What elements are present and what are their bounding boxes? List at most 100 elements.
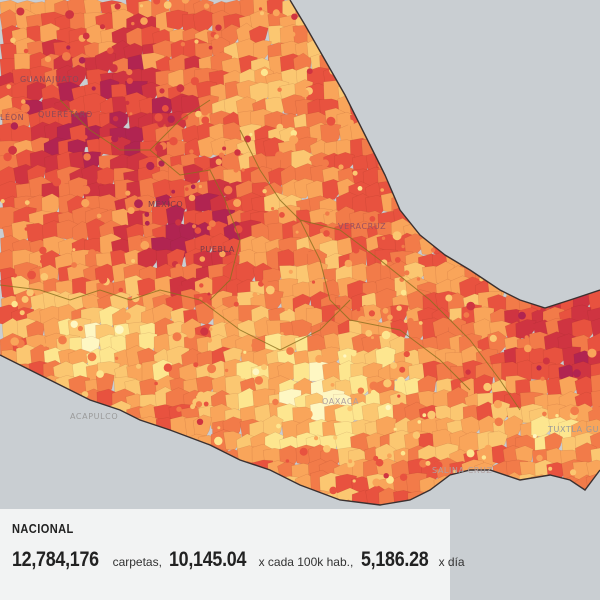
municipality-polygon[interactable] [351, 0, 372, 24]
municipality-polygon[interactable] [576, 99, 585, 107]
municipality-polygon[interactable] [461, 234, 484, 260]
municipality-polygon[interactable] [517, 79, 536, 101]
municipality-polygon[interactable] [207, 292, 211, 296]
municipality-polygon[interactable] [207, 364, 217, 374]
municipality-polygon[interactable] [389, 28, 412, 51]
municipality-polygon[interactable] [573, 487, 594, 511]
municipality-polygon[interactable] [570, 469, 577, 476]
municipality-polygon[interactable] [505, 232, 510, 237]
municipality-polygon[interactable] [550, 259, 555, 265]
municipality-polygon[interactable] [52, 177, 62, 187]
municipality-polygon[interactable] [501, 25, 521, 48]
municipality-polygon[interactable] [200, 327, 209, 336]
municipality-polygon[interactable] [176, 477, 185, 486]
municipality-polygon[interactable] [504, 515, 528, 536]
municipality-polygon[interactable] [404, 68, 428, 92]
municipality-polygon[interactable] [488, 0, 511, 23]
municipality-polygon[interactable] [177, 347, 181, 352]
municipality-polygon[interactable] [532, 54, 536, 58]
municipality-polygon[interactable] [420, 70, 441, 93]
municipality-polygon[interactable] [377, 111, 401, 133]
municipality-polygon[interactable] [524, 214, 534, 223]
municipality-polygon[interactable] [441, 28, 446, 32]
municipality-polygon[interactable] [376, 113, 384, 122]
municipality-polygon[interactable] [168, 473, 193, 493]
municipality-polygon[interactable] [559, 45, 566, 52]
municipality-polygon[interactable] [73, 453, 79, 460]
municipality-polygon[interactable] [109, 64, 118, 73]
municipality-polygon[interactable] [589, 182, 600, 204]
municipality-polygon[interactable] [504, 179, 525, 204]
municipality-polygon[interactable] [557, 23, 579, 49]
municipality-polygon[interactable] [449, 99, 455, 105]
municipality-polygon[interactable] [364, 26, 385, 52]
municipality-polygon[interactable] [571, 112, 593, 133]
municipality-polygon[interactable] [503, 171, 506, 175]
municipality-polygon[interactable] [461, 135, 481, 157]
municipality-polygon[interactable] [489, 182, 493, 187]
municipality-polygon[interactable] [460, 124, 482, 148]
municipality-polygon[interactable] [366, 20, 372, 26]
municipality-polygon[interactable] [548, 204, 570, 232]
municipality-polygon[interactable] [215, 158, 222, 165]
municipality-polygon[interactable] [525, 267, 533, 276]
municipality-polygon[interactable] [139, 483, 144, 487]
municipalities-layer[interactable] [0, 0, 600, 544]
municipality-polygon[interactable] [126, 77, 133, 84]
municipality-polygon[interactable] [377, 91, 382, 96]
municipality-polygon[interactable] [370, 389, 377, 396]
municipality-polygon[interactable] [431, 487, 451, 511]
municipality-polygon[interactable] [423, 395, 429, 401]
municipality-polygon[interactable] [175, 263, 181, 269]
municipality-polygon[interactable] [446, 320, 454, 328]
municipality-polygon[interactable] [214, 34, 219, 39]
municipality-polygon[interactable] [252, 368, 260, 376]
municipality-polygon[interactable] [404, 135, 428, 158]
municipality-polygon[interactable] [19, 310, 25, 316]
municipality-polygon[interactable] [427, 147, 432, 152]
municipality-polygon[interactable] [449, 110, 473, 131]
municipality-polygon[interactable] [560, 223, 582, 248]
municipality-polygon[interactable] [474, 238, 498, 263]
municipality-polygon[interactable] [581, 266, 588, 273]
municipality-polygon[interactable] [462, 502, 485, 525]
municipality-polygon[interactable] [531, 64, 552, 87]
municipality-polygon[interactable] [431, 169, 454, 190]
municipality-polygon[interactable] [127, 207, 135, 214]
municipality-polygon[interactable] [345, 13, 355, 22]
municipality-polygon[interactable] [140, 17, 148, 25]
municipality-polygon[interactable] [433, 475, 454, 497]
municipality-polygon[interactable] [417, 0, 440, 23]
municipality-polygon[interactable] [419, 110, 440, 133]
municipality-polygon[interactable] [96, 370, 104, 378]
municipality-polygon[interactable] [394, 185, 398, 189]
municipality-polygon[interactable] [473, 23, 494, 45]
municipality-polygon[interactable] [530, 135, 553, 158]
municipality-polygon[interactable] [432, 208, 453, 232]
municipality-polygon[interactable] [84, 474, 105, 499]
municipality-polygon[interactable] [584, 41, 600, 69]
municipality-polygon[interactable] [398, 134, 404, 140]
municipality-polygon[interactable] [66, 45, 71, 50]
municipality-polygon[interactable] [233, 301, 239, 307]
municipality-polygon[interactable] [445, 66, 468, 89]
municipality-polygon[interactable] [43, 343, 47, 347]
municipality-polygon[interactable] [574, 180, 598, 205]
municipality-polygon[interactable] [339, 43, 346, 50]
municipality-polygon[interactable] [448, 0, 472, 17]
municipality-polygon[interactable] [56, 393, 78, 414]
municipality-polygon[interactable] [67, 487, 88, 511]
municipality-polygon[interactable] [387, 14, 395, 22]
municipality-polygon[interactable] [284, 307, 288, 311]
municipality-polygon[interactable] [477, 5, 481, 9]
municipality-polygon[interactable] [96, 177, 103, 184]
municipality-polygon[interactable] [505, 9, 525, 35]
municipality-polygon[interactable] [239, 486, 264, 510]
municipality-polygon[interactable] [581, 311, 587, 317]
municipality-polygon[interactable] [558, 107, 578, 134]
municipality-polygon[interactable] [347, 464, 351, 468]
municipality-polygon[interactable] [391, 88, 396, 93]
municipality-polygon[interactable] [421, 181, 447, 204]
municipality-polygon[interactable] [521, 518, 544, 543]
municipality-polygon[interactable] [572, 51, 596, 76]
